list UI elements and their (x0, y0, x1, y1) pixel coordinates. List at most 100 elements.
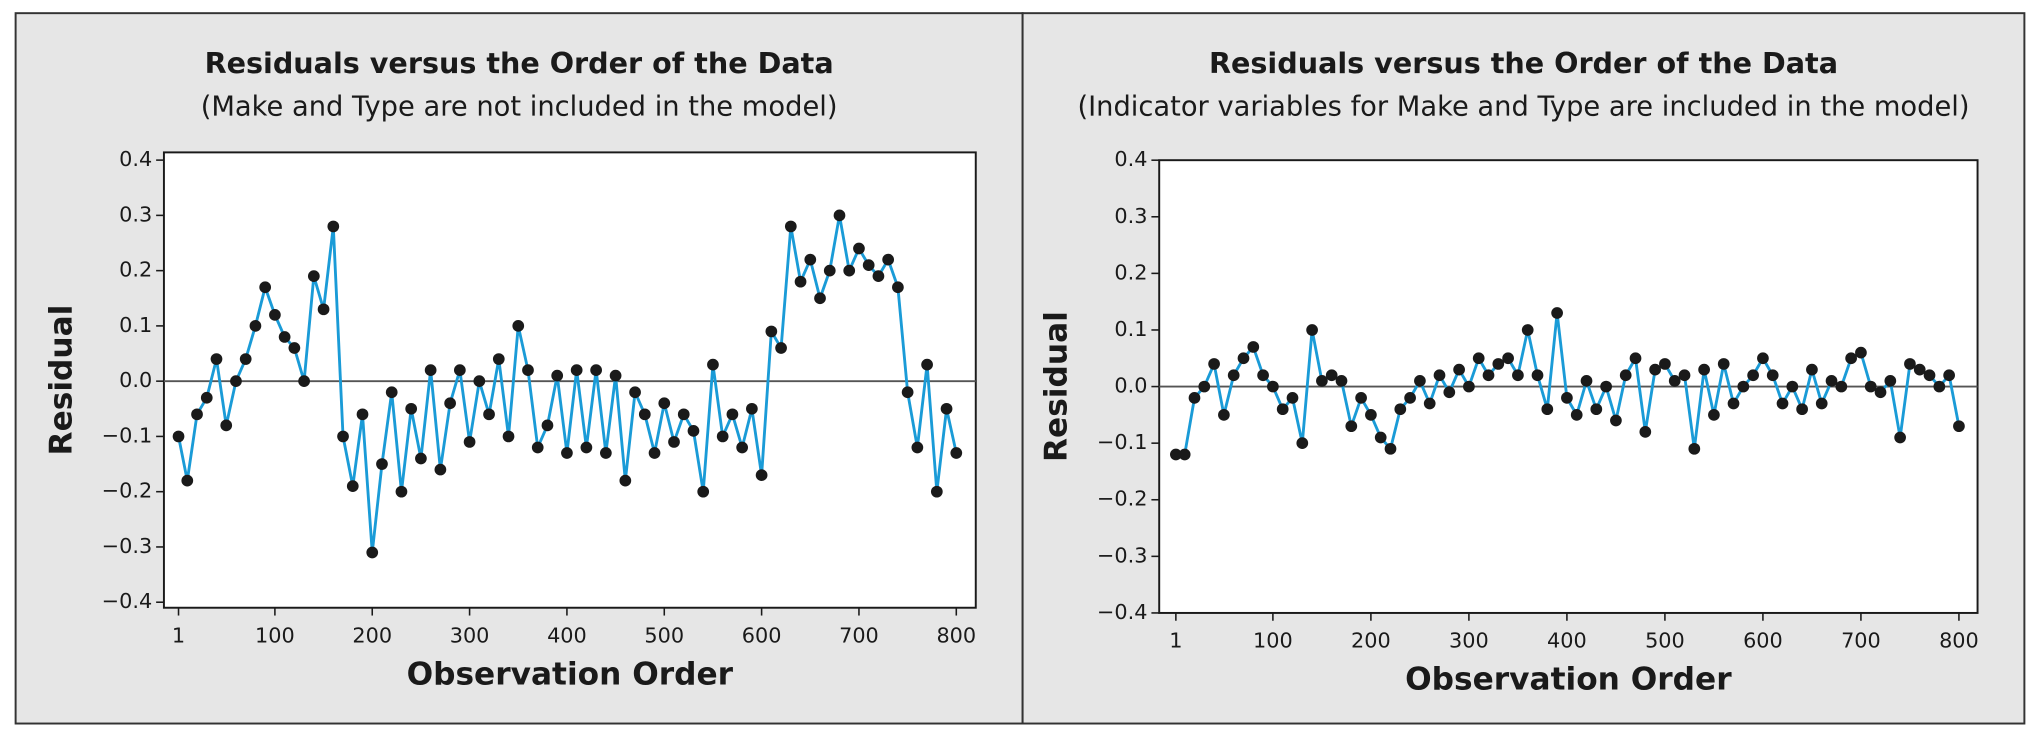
y-tick-label: −0.2 (1097, 487, 1148, 511)
data-point (1521, 324, 1534, 336)
data-point (1433, 369, 1446, 382)
data-point (892, 281, 904, 294)
data-point (1570, 409, 1583, 421)
data-point (1806, 363, 1818, 376)
data-point (1776, 397, 1789, 410)
y-tick-label: −0.1 (1097, 430, 1148, 454)
data-point (658, 397, 671, 410)
data-point (1835, 380, 1848, 393)
data-point (833, 209, 846, 222)
data-point (1698, 363, 1710, 376)
data-point (337, 430, 349, 443)
data-point (911, 441, 924, 454)
data-point (405, 402, 418, 415)
data-point (1786, 380, 1799, 393)
x-axis-label: Observation Order (1405, 662, 1732, 698)
data-point (1453, 363, 1465, 376)
data-point (668, 436, 680, 448)
data-point (940, 402, 953, 415)
chart-title: Residuals versus the Order of the Data (1209, 46, 1838, 80)
data-point (327, 220, 340, 233)
x-tick-label: 700 (1841, 629, 1881, 653)
data-point (1482, 369, 1495, 382)
data-point (356, 408, 369, 421)
data-point (1531, 369, 1544, 382)
data-point (307, 270, 320, 283)
data-point (1688, 442, 1701, 455)
data-point (1845, 352, 1857, 365)
data-point (453, 364, 466, 376)
data-point (814, 292, 826, 305)
data-point (1796, 403, 1808, 416)
x-tick-label: 800 (936, 623, 976, 647)
data-point (1247, 341, 1260, 353)
x-tick-label: 100 (1253, 629, 1293, 653)
data-point (1884, 375, 1897, 387)
data-point (1551, 307, 1563, 319)
data-point (172, 430, 185, 443)
data-point (1766, 369, 1779, 382)
data-point (181, 474, 194, 487)
data-point (843, 264, 856, 277)
data-point (1815, 397, 1828, 410)
data-point (1610, 414, 1622, 427)
data-point (1747, 369, 1759, 382)
data-point (1590, 403, 1603, 416)
data-point (1717, 358, 1730, 370)
data-point (1404, 392, 1416, 404)
data-point (1600, 380, 1612, 393)
data-point (1335, 375, 1348, 387)
data-point (415, 452, 427, 465)
data-point (950, 447, 963, 459)
data-point (1296, 437, 1309, 450)
data-point (1727, 397, 1740, 410)
data-point (1678, 369, 1691, 382)
x-tick-label: 300 (450, 623, 490, 647)
data-point (804, 253, 817, 266)
y-tick-label: 0.3 (1114, 204, 1147, 228)
data-point (1561, 392, 1573, 404)
data-point (629, 386, 641, 399)
data-point (862, 259, 875, 271)
y-tick-label: 0.1 (119, 313, 152, 337)
data-point (1276, 403, 1289, 416)
data-point (580, 441, 593, 454)
data-point (220, 419, 233, 432)
data-point (600, 447, 612, 459)
data-point (1188, 392, 1201, 404)
data-point (561, 447, 573, 459)
data-point (1894, 431, 1906, 444)
data-point (1639, 425, 1652, 438)
data-point (1394, 403, 1407, 416)
data-point (1414, 375, 1426, 387)
data-point (346, 480, 359, 493)
data-point (726, 408, 739, 421)
data-point (1443, 386, 1456, 399)
data-point (746, 402, 758, 415)
data-point (541, 419, 554, 432)
chart-subtitle: (Make and Type are not included in the m… (201, 92, 838, 123)
data-point (1649, 363, 1661, 376)
data-point (1208, 358, 1220, 370)
data-point (512, 320, 525, 332)
y-tick-label: 0.1 (1114, 317, 1147, 341)
data-point (376, 458, 388, 470)
data-point (210, 353, 223, 365)
data-point (1384, 442, 1397, 455)
x-tick-label: 300 (1449, 629, 1489, 653)
x-tick-label: 100 (255, 623, 295, 647)
data-point (1492, 358, 1505, 370)
data-point (385, 386, 398, 399)
data-point (492, 353, 505, 365)
data-point (775, 342, 787, 354)
data-point (1365, 409, 1377, 421)
y-tick-label: 0.4 (119, 147, 152, 171)
data-point (230, 375, 242, 388)
data-point (444, 397, 456, 410)
data-point (1580, 375, 1593, 387)
data-point (200, 391, 213, 404)
x-tick-label: 500 (1645, 629, 1685, 653)
data-point (882, 253, 895, 266)
y-axis-label: Residual (1039, 311, 1075, 462)
